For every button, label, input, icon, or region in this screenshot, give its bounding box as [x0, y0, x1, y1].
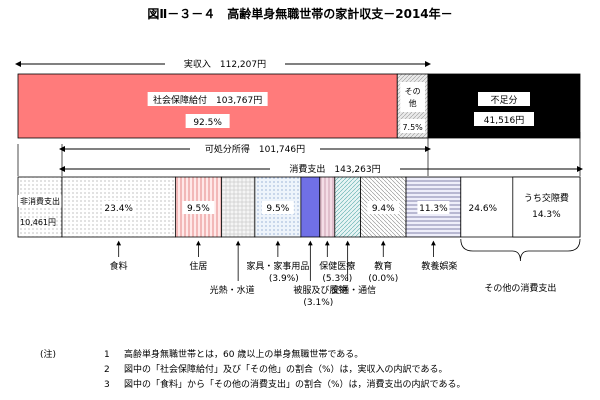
- label-box: [400, 119, 425, 133]
- category-label: 食料: [110, 260, 128, 272]
- note-2: 2 図中の「社会保障給付」及び「その他」の割合（%）は，実収入の内訳である。: [40, 363, 465, 378]
- spending-category-bar: [319, 176, 336, 238]
- spending-category-share: 9.5%: [266, 204, 289, 214]
- category-label: その他の消費支出: [484, 282, 556, 294]
- income-segment-share: 92.5%: [193, 118, 222, 128]
- nonconsumption-value: 10,461円: [20, 218, 56, 227]
- note-1: (注) 1 高齢単身無職世帯とは，60 歳以上の単身無職世帯である。: [40, 348, 465, 363]
- spending-category-share: 23.4%: [104, 204, 133, 214]
- disposable-label: 可処分所得 101,746円: [205, 143, 305, 155]
- spending-category-share: 11.3%: [419, 204, 448, 214]
- category-label: 教養娯楽: [421, 260, 457, 272]
- income-label: 実収入 112,207円: [184, 58, 266, 70]
- income-segment-share: 7.5%: [402, 123, 423, 132]
- deficit-label: 不足分: [490, 95, 517, 106]
- label-box: [18, 195, 68, 207]
- spending-category-bar: [334, 176, 361, 238]
- income-segment-label: 他: [409, 98, 417, 108]
- category-label: 被服及び履物: [293, 284, 347, 296]
- label-box: [474, 112, 534, 126]
- chart-notes: (注) 1 高齢単身無職世帯とは，60 歳以上の単身無職世帯である。 2 図中の…: [40, 348, 465, 393]
- category-label: 家具・家事用品: [246, 260, 309, 272]
- label-box: [182, 201, 215, 214]
- label-box: [367, 201, 400, 214]
- social-expenses-label: うち交際費: [524, 192, 569, 204]
- note-text: 図中の「食料」から「その他の消費支出」の割合（%）は，消費支出の内訳である。: [124, 380, 466, 390]
- note-text: 図中の「社会保障給付」及び「その他」の割合（%）は，実収入の内訳である。: [124, 365, 448, 375]
- label-box: [478, 92, 530, 106]
- social-expenses-share: 14.3%: [532, 210, 561, 220]
- label-box: [102, 201, 135, 214]
- social-expenses-box: [512, 176, 581, 238]
- label-box: [185, 114, 230, 128]
- category-pct: (5.3%): [322, 274, 352, 284]
- nonconsumption-label: 非消費支出: [20, 196, 60, 206]
- spending-category-bar: [221, 176, 256, 238]
- income-segment-label: その: [405, 87, 421, 96]
- note-number: 3: [104, 380, 110, 390]
- label-box: [147, 92, 268, 106]
- other-spending-brace: [460, 238, 581, 262]
- category-pct: (0.0%): [368, 274, 398, 284]
- note-text: 高齢単身無職世帯とは，60 歳以上の単身無職世帯である。: [124, 350, 364, 360]
- note-number: 2: [104, 365, 110, 375]
- spending-category-share: 24.6%: [469, 204, 498, 214]
- label-box: [417, 201, 450, 214]
- deficit-value: 41,516円: [484, 115, 525, 126]
- label-box: [400, 82, 425, 112]
- spending-label: 消費支出 143,263円: [289, 163, 380, 175]
- spending-category-share: 9.4%: [372, 204, 395, 214]
- note-3: 3 図中の「食料」から「その他の消費支出」の割合（%）は，消費支出の内訳である。: [40, 378, 465, 393]
- spending-category-bar: [300, 176, 321, 238]
- notes-label: (注): [40, 350, 57, 360]
- category-label: 教育: [374, 260, 392, 272]
- category-label: 光熱・水道: [210, 284, 255, 296]
- label-box: [466, 201, 499, 214]
- category-pct: (3.9%): [269, 274, 299, 284]
- category-pct: (3.1%): [303, 298, 333, 308]
- spending-category-share: 9.5%: [187, 204, 210, 214]
- label-box: [261, 201, 294, 214]
- income-segment-label: 社会保障給付 103,767円: [153, 94, 262, 106]
- category-label: 保健医療: [319, 260, 355, 272]
- category-label: 住居: [189, 260, 207, 272]
- note-number: 1: [104, 350, 110, 360]
- household-budget-chart: 図Ⅱ－３－４ 高齢単身無職世帯の家計収支－2014年－ 実収入 112,207円…: [15, 6, 583, 308]
- category-label: 交通・通信: [331, 284, 376, 296]
- chart-title: 図Ⅱ－３－４ 高齢単身無職世帯の家計収支－2014年－: [147, 6, 452, 21]
